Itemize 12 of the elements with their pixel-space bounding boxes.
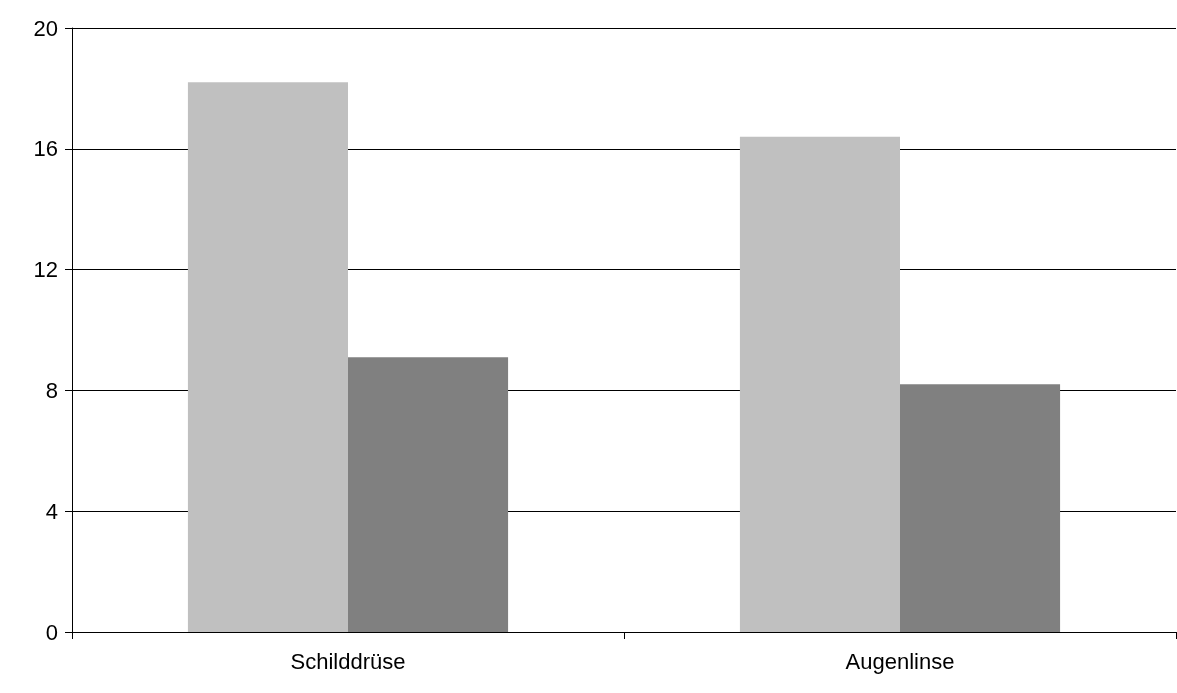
x-tick-label: Augenlinse xyxy=(845,648,955,674)
y-tick-label: 0 xyxy=(45,619,58,645)
y-tick-label: 12 xyxy=(33,257,58,283)
y-tick-label: 8 xyxy=(45,377,58,403)
bar xyxy=(739,136,900,632)
bar xyxy=(900,384,1061,632)
y-tick-label: 20 xyxy=(33,15,58,41)
bar xyxy=(187,82,348,632)
x-tick-label: Schilddrüse xyxy=(290,648,406,674)
bar xyxy=(348,357,509,632)
y-tick-label: 16 xyxy=(33,136,58,162)
y-tick-label: 4 xyxy=(45,498,58,524)
